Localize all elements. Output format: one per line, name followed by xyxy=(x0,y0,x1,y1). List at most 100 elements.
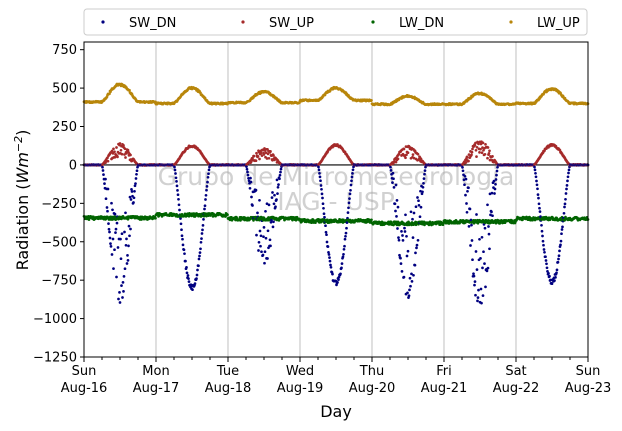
sw-dn-point xyxy=(203,207,206,211)
sw-dn-point xyxy=(534,175,538,179)
sw-up-point xyxy=(126,148,130,152)
lw-dn-point xyxy=(226,213,229,217)
sw-dn-point xyxy=(183,252,186,256)
sw-dn-point xyxy=(415,246,418,250)
sw-dn-point xyxy=(399,262,403,265)
sw-dn-point xyxy=(275,178,279,182)
y-axis-label: Radiation (Wm−2) xyxy=(12,130,32,271)
sw-dn-point xyxy=(414,205,418,209)
sw-dn-point xyxy=(110,201,113,205)
sw-dn-point xyxy=(492,179,496,183)
sw-dn-point xyxy=(490,210,493,214)
sw-dn-point xyxy=(204,198,207,201)
sw-dn-point xyxy=(101,165,104,169)
sw-dn-point xyxy=(109,242,112,245)
sw-dn-point xyxy=(320,192,324,196)
sw-dn-point xyxy=(122,290,125,293)
y-tick-label: −1250 xyxy=(33,351,77,366)
sw-up-point xyxy=(464,161,468,164)
legend-marker xyxy=(101,20,105,24)
sw-dn-point xyxy=(125,237,128,241)
lw-dn-point xyxy=(103,215,106,219)
sw-dn-point xyxy=(180,234,184,238)
sw-dn-point xyxy=(391,181,394,184)
sw-dn-point xyxy=(124,243,128,247)
sw-up-point xyxy=(269,150,272,153)
sw-dn-point xyxy=(347,201,351,205)
sw-dn-point xyxy=(351,168,355,172)
sw-dn-point xyxy=(423,169,427,172)
sw-dn-point xyxy=(259,234,263,238)
sw-dn-point xyxy=(322,206,325,210)
x-tick-label-date: Aug-18 xyxy=(205,381,252,396)
sw-dn-point xyxy=(546,270,549,273)
legend-label: SW_UP xyxy=(269,16,314,31)
legend-marker xyxy=(371,20,375,24)
sw-dn-point xyxy=(396,205,400,209)
lw-dn-point xyxy=(154,216,157,220)
sw-dn-point xyxy=(269,244,272,248)
x-tick-label-date: Aug-22 xyxy=(493,381,540,396)
sw-dn-point xyxy=(254,188,258,192)
sw-up-point xyxy=(474,141,477,145)
sw-dn-point xyxy=(124,211,127,215)
sw-dn-point xyxy=(396,227,399,230)
lw-dn-point xyxy=(487,219,490,222)
sw-dn-point xyxy=(540,229,544,233)
watermark-line-2: IAG - USP xyxy=(277,187,395,216)
sw-dn-point xyxy=(469,244,472,247)
sw-dn-point xyxy=(175,184,179,188)
sw-dn-point xyxy=(348,192,352,196)
sw-dn-point xyxy=(201,224,205,227)
sw-dn-point xyxy=(277,183,280,186)
sw-dn-point xyxy=(176,193,180,197)
sw-dn-point xyxy=(403,226,406,230)
sw-dn-point xyxy=(347,206,350,210)
sw-up-point xyxy=(478,151,481,154)
x-tick-label-date: Aug-16 xyxy=(61,381,108,396)
sw-dn-point xyxy=(120,232,124,236)
sw-dn-point xyxy=(474,250,478,253)
sw-dn-point xyxy=(195,273,199,277)
legend-marker xyxy=(241,20,245,24)
sw-dn-point xyxy=(128,195,132,199)
sw-dn-point xyxy=(494,182,497,186)
sw-dn-point xyxy=(177,203,181,207)
sw-dn-point xyxy=(412,273,415,277)
sw-dn-point xyxy=(468,207,472,211)
sw-dn-point xyxy=(205,188,208,192)
sw-dn-point xyxy=(411,236,415,239)
sw-dn-point xyxy=(422,181,425,185)
sw-up-point xyxy=(406,151,410,155)
sw-dn-point xyxy=(343,244,346,248)
sw-dn-point xyxy=(542,248,546,251)
y-tick-label: 0 xyxy=(69,158,77,173)
legend: SW_DN SW_UP LW_DN LW_UP xyxy=(83,8,588,36)
x-tick-label-day: Sun xyxy=(72,364,97,379)
sw-dn-point xyxy=(206,180,209,184)
legend-label: SW_DN xyxy=(129,16,176,31)
sw-up-point xyxy=(479,147,482,151)
sw-up-point xyxy=(272,154,275,157)
sw-up-point xyxy=(259,151,263,155)
sw-dn-point xyxy=(399,256,402,260)
sw-dn-point xyxy=(267,203,271,207)
sw-dn-point xyxy=(272,220,275,224)
sw-dn-point xyxy=(397,236,400,239)
sw-dn-point xyxy=(391,171,395,175)
sw-dn-point xyxy=(475,268,479,271)
sw-dn-point xyxy=(174,172,177,175)
sw-dn-point xyxy=(534,171,537,175)
sw-dn-point xyxy=(337,275,341,279)
lw-dn-point xyxy=(252,219,255,222)
sw-dn-point xyxy=(337,278,340,281)
sw-dn-point xyxy=(101,169,105,172)
lw-up-point xyxy=(128,88,131,92)
sw-dn-point xyxy=(464,193,467,197)
sw-dn-point xyxy=(422,177,426,180)
sw-dn-point xyxy=(319,184,323,187)
sw-dn-point xyxy=(556,260,560,264)
sw-dn-point xyxy=(178,208,181,212)
sw-dn-point xyxy=(544,255,547,259)
legend-marker xyxy=(509,20,513,24)
